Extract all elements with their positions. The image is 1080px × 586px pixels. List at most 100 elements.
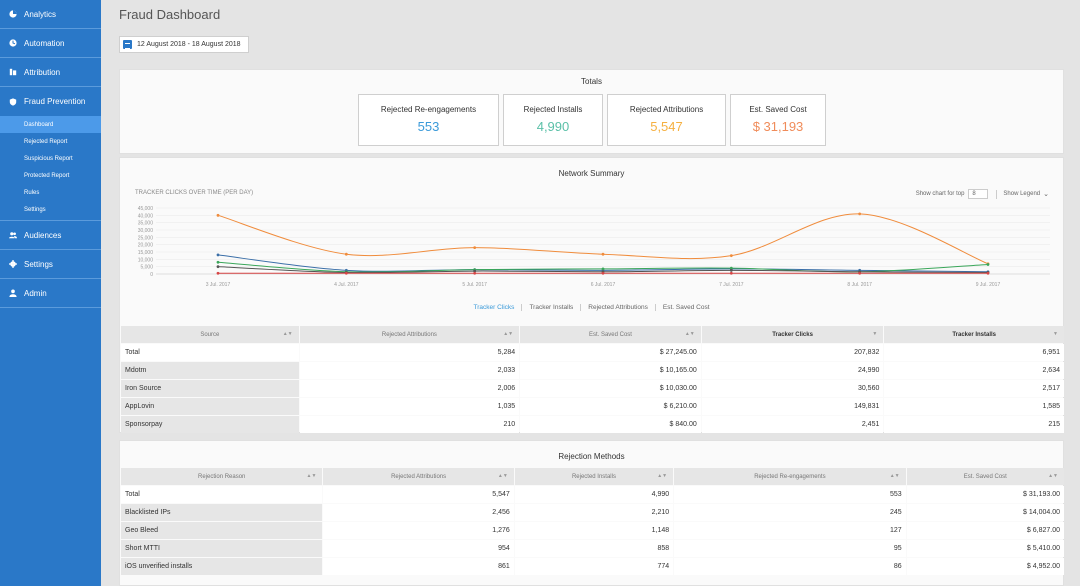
- data-point: [729, 266, 733, 270]
- show-top-input[interactable]: 8: [968, 189, 989, 199]
- user-icon: [9, 289, 17, 297]
- col-rejected-attributions[interactable]: Rejected Attributions ▲▼: [323, 468, 514, 485]
- col-rejected-attributions[interactable]: Rejected Attributions ▲▼: [299, 326, 520, 343]
- col-label: Rejected Attributions: [391, 473, 447, 480]
- chart-subtitle: TRACKER CLICKS OVER TIME (PER DAY): [135, 190, 254, 196]
- col-source[interactable]: Source ▲▼: [121, 326, 299, 343]
- cell: $ 10,030.00: [520, 380, 701, 397]
- table-row: Mdotm 2,033 $ 10,165.00 24,990 2,634: [121, 362, 1064, 379]
- data-point: [729, 268, 733, 272]
- sub-item-suspicious-report[interactable]: Suspicious Report: [24, 155, 73, 162]
- kpi-rejected-installs: Rejected Installs 4,990: [503, 94, 603, 146]
- sub-item-protected-report[interactable]: Protected Report: [24, 172, 70, 179]
- sub-item-rejected-report[interactable]: Rejected Report: [24, 138, 68, 145]
- cell: Blacklisted IPs: [121, 504, 323, 521]
- cell: 553: [674, 486, 906, 503]
- kpi-label: Rejected Attributions: [629, 105, 704, 114]
- show-legend-toggle[interactable]: Show Legend: [1003, 191, 1041, 197]
- nav-attribution[interactable]: Attribution: [0, 58, 101, 87]
- cell: 95: [674, 540, 906, 557]
- nav-fraud-prevention[interactable]: Fraud Prevention: [0, 87, 101, 116]
- table-row: AppLovin 1,035 $ 6,210.00 149,831 1,585: [121, 398, 1064, 415]
- nav-label: Automation: [24, 38, 65, 48]
- kpi-value: 5,547: [650, 119, 683, 134]
- rejection-title: Rejection Methods: [558, 452, 625, 461]
- data-point: [729, 271, 733, 275]
- nav-audiences[interactable]: Audiences: [0, 221, 101, 250]
- nav-admin[interactable]: Admin: [0, 279, 101, 308]
- sort-icon: ▲▼: [1048, 473, 1058, 479]
- date-range-picker[interactable]: 12 August 2018 - 18 August 2018: [119, 36, 249, 53]
- kpi-est-saved-cost: Est. Saved Cost $ 31,193: [730, 94, 826, 146]
- cell: 245: [674, 504, 906, 521]
- sort-icon: ▲▼: [503, 331, 514, 337]
- sub-item-dashboard[interactable]: Dashboard: [0, 116, 101, 133]
- nav-settings[interactable]: Settings: [0, 250, 101, 279]
- page-title: Fraud Dashboard: [119, 7, 221, 22]
- sub-item-rules[interactable]: Rules: [24, 189, 40, 196]
- col-rejected-installs[interactable]: Rejected Installs ▲▼: [514, 468, 674, 485]
- cell: 1,035: [299, 398, 520, 415]
- col-est-saved-cost[interactable]: Est. Saved Cost ▲▼: [520, 326, 701, 343]
- table-row-total: Total 5,547 4,990 553 $ 31,193.00: [121, 486, 1064, 503]
- chevron-down-icon[interactable]: ⌄: [1043, 191, 1049, 198]
- cell: 2,210: [514, 504, 674, 521]
- data-point: [216, 271, 220, 275]
- y-tick-label: 20,000: [138, 243, 154, 249]
- cell: AppLovin: [121, 398, 299, 415]
- network-table: Source ▲▼ Rejected Attributions ▲▼ Est. Sa…: [120, 325, 1065, 434]
- cell: 127: [674, 522, 906, 539]
- col-tracker-installs[interactable]: Tracker Installs ▼: [884, 326, 1064, 343]
- data-point: [601, 252, 605, 256]
- chart-controls: Show chart for top 8 Show Legend ⌄: [916, 189, 1049, 199]
- col-tracker-clicks[interactable]: Tracker Clicks ▼: [701, 326, 884, 343]
- kpi-label: Est. Saved Cost: [749, 105, 807, 114]
- data-point: [986, 271, 990, 275]
- cell: 5,284: [299, 344, 520, 361]
- cell: 4,990: [514, 486, 674, 503]
- col-est-saved-cost[interactable]: Est. Saved Cost ▲▼: [906, 468, 1064, 485]
- sub-item-settings[interactable]: Settings: [24, 206, 46, 213]
- data-point: [473, 246, 477, 249]
- tab-tracker-clicks[interactable]: Tracker Clicks: [473, 304, 515, 311]
- cell: Sponsorpay: [121, 416, 299, 433]
- cell: 2,456: [323, 504, 514, 521]
- nav-label: Audiences: [24, 230, 62, 240]
- col-rejection-reason[interactable]: Rejection Reason ▲▼: [121, 468, 323, 485]
- tab-est-saved-cost[interactable]: Est. Saved Cost: [654, 304, 717, 311]
- totals-panel: Totals Rejected Re-engagements 553 Rejec…: [119, 69, 1064, 154]
- col-label: Rejected Attributions: [381, 331, 437, 338]
- cell: Short MTTI: [121, 540, 323, 557]
- cell: $ 10,165.00: [520, 362, 701, 379]
- y-tick-label: 15,000: [138, 250, 154, 256]
- data-point: [216, 213, 220, 217]
- cell: 1,276: [323, 522, 514, 539]
- y-tick-label: 10,000: [138, 257, 154, 263]
- cell: Total: [121, 344, 299, 361]
- cell: 774: [514, 558, 674, 575]
- cell: iOS unverified installs: [121, 558, 323, 575]
- table-row: Iron Source 2,006 $ 10,030.00 30,560 2,5…: [121, 380, 1064, 397]
- x-tick-label: 7 Jul. 2017: [719, 282, 744, 288]
- cell: 2,006: [299, 380, 520, 397]
- x-tick-label: 5 Jul. 2017: [462, 282, 487, 288]
- x-tick-label: 6 Jul. 2017: [591, 282, 616, 288]
- tab-tracker-installs[interactable]: Tracker Installs: [521, 304, 580, 311]
- cell: 858: [514, 540, 674, 557]
- cell: $ 27,245.00: [520, 344, 701, 361]
- cell: 2,517: [884, 380, 1064, 397]
- data-point: [473, 271, 477, 275]
- nav-analytics[interactable]: Analytics: [0, 0, 101, 29]
- kpi-rejected-reengagements: Rejected Re-engagements 553: [358, 94, 499, 146]
- data-point: [601, 267, 605, 271]
- data-point: [858, 271, 862, 275]
- cell: $ 31,193.00: [906, 486, 1064, 503]
- nav-label: Admin: [24, 288, 47, 298]
- x-tick-label: 9 Jul. 2017: [976, 282, 1001, 288]
- nav-automation[interactable]: Automation: [0, 29, 101, 58]
- col-rejected-reengagements[interactable]: Rejected Re-engagements ▲▼: [674, 468, 906, 485]
- cell: 149,831: [701, 398, 884, 415]
- tab-rejected-attributions[interactable]: Rejected Attributions: [580, 304, 655, 311]
- cell: $ 4,952.00: [906, 558, 1064, 575]
